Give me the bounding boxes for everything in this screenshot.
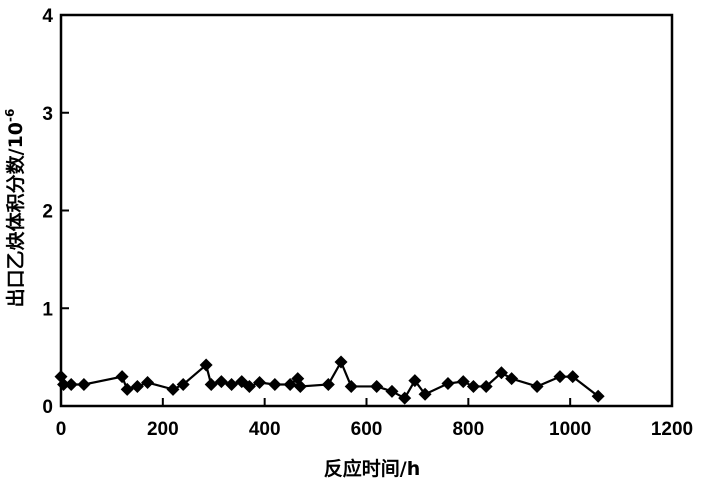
y-tick-label: 4 [42,6,53,27]
data-point [466,379,480,393]
data-point [553,370,567,384]
x-tick-label: 0 [56,419,67,440]
data-point [283,377,297,391]
data-point [253,376,267,390]
data-point [77,377,91,391]
data-point [344,379,358,393]
y-tick-label: 2 [42,202,53,223]
data-point [166,382,180,396]
data-point [321,377,335,391]
plot-frame [59,13,674,408]
data-point [408,374,422,388]
y-tick-label: 0 [42,397,53,418]
x-tick-label: 600 [351,419,383,440]
y-tick-label: 1 [42,299,53,320]
data-point [479,379,493,393]
data-point [370,379,384,393]
data-point [214,375,228,389]
x-axis-label: 反应时间/h [324,457,420,479]
x-tick-label: 1200 [651,419,693,440]
data-point [115,370,129,384]
data-point [199,358,213,372]
x-tick-label: 1000 [549,419,591,440]
y-axis-label-text: 出口乙炔体积分数/10 [4,122,27,307]
data-point [57,377,71,391]
data-point [268,377,282,391]
data-point [64,377,78,391]
data-point [130,379,144,393]
plot-area-border [59,13,674,408]
data-point [494,366,508,380]
data-point [334,355,348,369]
y-tick-label: 3 [42,104,53,125]
y-axis-label: 出口乙炔体积分数/10-6 [3,109,27,308]
data-point [204,377,218,391]
y-axis: 0 1 2 3 4 [42,6,69,418]
x-axis: 0 200 400 600 800 1000 1200 [56,398,693,440]
data-point [398,391,412,405]
data-point [385,384,399,398]
data-point [566,370,580,384]
data-point [441,377,455,391]
x-tick-label: 800 [452,419,484,440]
y-axis-label-group: 出口乙炔体积分数/10-6 [3,109,27,308]
data-point [176,377,190,391]
data-point [225,377,239,391]
x-tick-label: 200 [147,419,179,440]
data-point [120,382,134,396]
x-tick-label: 400 [249,419,281,440]
data-point [591,389,605,403]
data-point [505,372,519,386]
data-point [530,379,544,393]
series-layer [54,355,605,405]
y-axis-label-exponent: -6 [3,109,17,122]
data-point [418,387,432,401]
data-point [141,376,155,390]
data-point [456,375,470,389]
data-point [242,379,256,393]
data-point [293,379,307,393]
